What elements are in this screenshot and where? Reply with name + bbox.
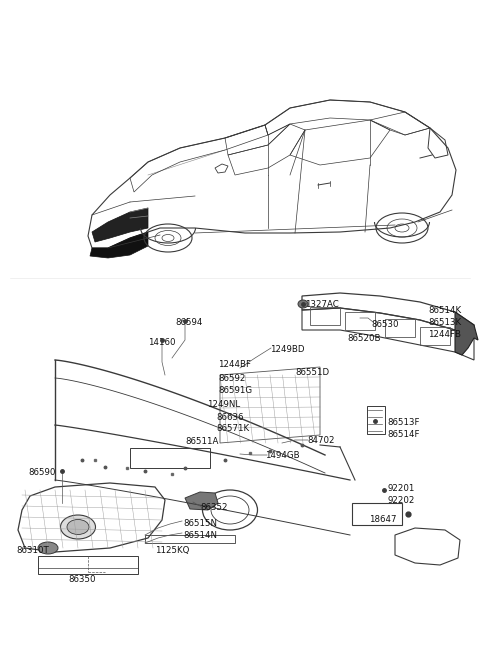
Text: 86530: 86530 — [371, 320, 398, 329]
Polygon shape — [185, 492, 218, 510]
Text: 86590: 86590 — [28, 468, 55, 477]
Bar — [345, 312, 375, 330]
Text: 86514N: 86514N — [183, 531, 217, 540]
Bar — [352, 503, 402, 525]
Bar — [38, 556, 138, 574]
Bar — [310, 307, 340, 325]
Bar — [385, 319, 415, 337]
Text: 86513K: 86513K — [428, 318, 461, 327]
Text: 86350: 86350 — [68, 575, 96, 584]
Ellipse shape — [60, 515, 96, 539]
Text: 14160: 14160 — [148, 338, 176, 347]
Text: 1125KQ: 1125KQ — [155, 546, 190, 555]
Text: 86514K: 86514K — [428, 306, 461, 315]
Text: 1249NL: 1249NL — [207, 400, 240, 409]
Text: 86511A: 86511A — [185, 437, 218, 446]
Text: 86592: 86592 — [218, 374, 245, 383]
Text: 86513F: 86513F — [387, 418, 420, 427]
Ellipse shape — [298, 300, 308, 308]
Text: 86520B: 86520B — [347, 334, 381, 343]
Bar — [130, 448, 210, 468]
Text: 86571K: 86571K — [216, 424, 249, 433]
Polygon shape — [92, 208, 148, 242]
Text: 1494GB: 1494GB — [265, 451, 300, 460]
Text: 86591G: 86591G — [218, 386, 252, 395]
Bar — [145, 535, 235, 543]
Text: 1249BD: 1249BD — [270, 345, 304, 354]
Text: 1244FB: 1244FB — [428, 330, 461, 339]
Text: 86551D: 86551D — [295, 368, 329, 377]
Polygon shape — [455, 312, 478, 355]
Ellipse shape — [38, 542, 58, 554]
Text: 92202: 92202 — [387, 496, 414, 505]
Bar — [367, 406, 385, 434]
Polygon shape — [90, 232, 148, 258]
Bar — [420, 327, 450, 345]
Text: 86636: 86636 — [216, 413, 243, 422]
Text: 92201: 92201 — [387, 484, 414, 493]
Text: 86515N: 86515N — [183, 519, 217, 528]
Text: 84702: 84702 — [307, 436, 335, 445]
Text: 18647: 18647 — [369, 515, 396, 524]
Text: 86594: 86594 — [175, 318, 203, 327]
Text: 1327AC: 1327AC — [305, 300, 339, 309]
Text: 86352: 86352 — [200, 503, 228, 512]
Text: 86310T: 86310T — [16, 546, 49, 555]
Text: 86514F: 86514F — [387, 430, 420, 439]
Ellipse shape — [67, 520, 89, 535]
Text: 1244BF: 1244BF — [218, 360, 251, 369]
